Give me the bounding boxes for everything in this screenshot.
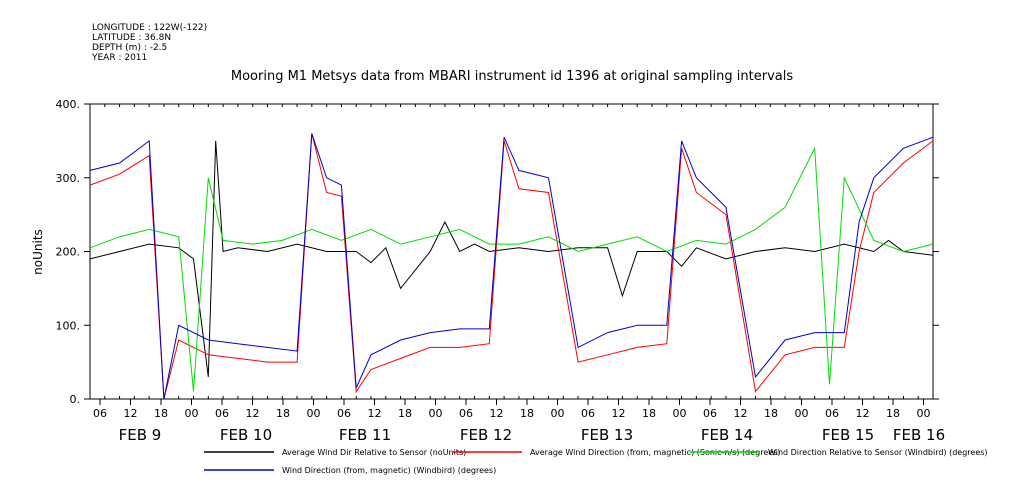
y-tick-label: 200. <box>56 246 81 259</box>
x-tick-label: 12 <box>124 407 138 420</box>
series-line <box>89 146 934 392</box>
y-tick-label: 100. <box>56 319 81 332</box>
x-tick-label: 06 <box>337 407 351 420</box>
y-tick-label: 300. <box>56 172 81 185</box>
y-axis-label: noUnits <box>31 229 45 275</box>
x-tick-label: 06 <box>581 407 595 420</box>
x-tick-label: 12 <box>490 407 504 420</box>
series-group <box>89 133 934 400</box>
x-day-label: FEB 14 <box>701 426 753 444</box>
legend-label: Average Wind Direction (from, magnetic) … <box>530 448 780 457</box>
x-tick-label: 12 <box>368 407 382 420</box>
x-tick-label: 00 <box>307 407 321 420</box>
x-tick-label: 18 <box>764 407 778 420</box>
x-tick-label: 06 <box>459 407 473 420</box>
x-day-label: FEB 10 <box>220 426 272 444</box>
x-tick-label: 12 <box>612 407 626 420</box>
legend-label: Wind Direction Relative to Sensor (Windb… <box>768 448 988 457</box>
legend-label: Wind Direction (from, magnetic) (Windbir… <box>282 466 496 475</box>
x-tick-label: 00 <box>551 407 565 420</box>
y-tick-label: 0. <box>70 393 81 406</box>
location-header: LONGITUDE : 122W(-122)LATITUDE : 36.8NDE… <box>91 23 207 63</box>
x-tick-label: 00 <box>917 407 931 420</box>
x-axis-ticks: 06 12 18 00 06 12 18 00 06 12 18 00 06 12 18 00 06 12 18 00… <box>93 399 945 444</box>
x-tick-label: 00 <box>795 407 809 420</box>
x-tick-label: 18 <box>642 407 656 420</box>
header-line: LATITUDE : 36.8N <box>92 33 171 43</box>
x-tick-label: 12 <box>734 407 748 420</box>
y-tick-label: 400. <box>56 98 81 111</box>
series-line <box>89 133 934 400</box>
y-axis-ticks: 0. 100. 200. 300. 400. <box>56 98 939 406</box>
x-day-label: FEB 12 <box>460 426 512 444</box>
x-tick-label: 06 <box>215 407 229 420</box>
x-tick-label: 12 <box>246 407 260 420</box>
x-tick-label: 18 <box>886 407 900 420</box>
x-tick-label: 00 <box>673 407 687 420</box>
x-day-label: FEB 15 <box>822 426 874 444</box>
x-tick-label: 18 <box>398 407 412 420</box>
x-day-label: FEB 16 <box>893 426 945 444</box>
legend: Average Wind Dir Relative to Sensor (noU… <box>204 448 988 475</box>
x-tick-label: 06 <box>93 407 107 420</box>
x-tick-label: 06 <box>703 407 717 420</box>
x-tick-label: 00 <box>185 407 199 420</box>
header-line: YEAR : 2011 <box>91 53 147 63</box>
header-line: DEPTH (m) : -2.5 <box>92 43 167 53</box>
header-line: LONGITUDE : 122W(-122) <box>92 23 207 33</box>
series-line <box>89 140 934 377</box>
x-day-label: FEB 9 <box>119 426 162 444</box>
series-line <box>89 133 934 400</box>
chart-title: Mooring M1 Metsys data from MBARI instru… <box>231 69 793 84</box>
x-tick-label: 18 <box>520 407 534 420</box>
x-tick-label: 00 <box>429 407 443 420</box>
x-tick-label: 18 <box>154 407 168 420</box>
legend-label: Average Wind Dir Relative to Sensor (noU… <box>282 448 466 457</box>
x-tick-label: 18 <box>276 407 290 420</box>
x-day-label: FEB 13 <box>581 426 633 444</box>
x-tick-label: 12 <box>856 407 870 420</box>
x-day-label: FEB 11 <box>339 426 391 444</box>
x-tick-label: 06 <box>825 407 839 420</box>
